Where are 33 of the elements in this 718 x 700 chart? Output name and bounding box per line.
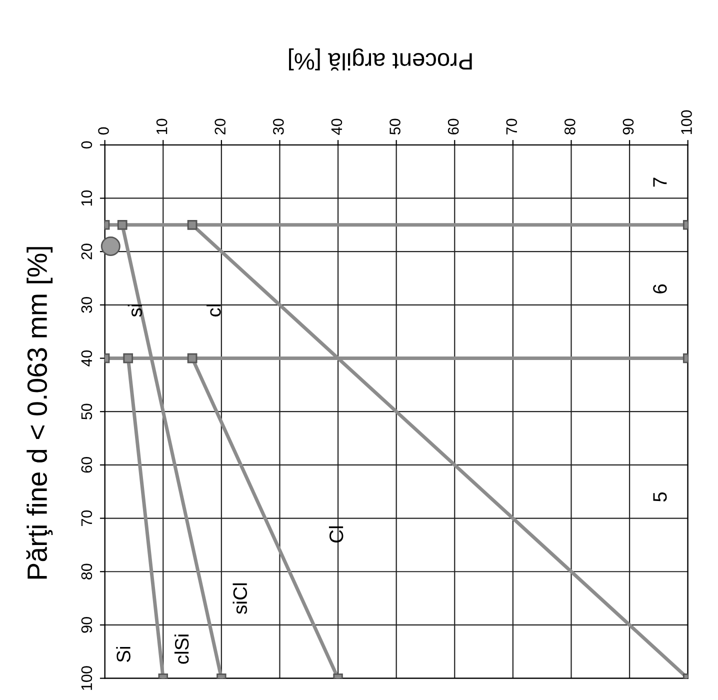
y-tick-label: 100: [81, 666, 92, 690]
annotation: Si: [116, 646, 130, 662]
annotation: 5: [653, 492, 667, 502]
x-axis-title: Procent argilă [%]: [289, 48, 472, 71]
x-tick-label: 60: [448, 118, 459, 134]
y-tick-label: 0: [81, 141, 92, 149]
x-tick-label: 100: [681, 110, 692, 134]
x-tick-label: 70: [506, 118, 518, 134]
annotation: Cl: [328, 526, 344, 542]
x-tick-label: 80: [564, 118, 576, 135]
y-tick-label: 40: [81, 350, 92, 366]
x-tick-label: 40: [331, 118, 342, 135]
annotation: cl: [206, 304, 221, 316]
y-tick-label: 10: [81, 190, 92, 206]
y-tick-label: 80: [81, 564, 92, 580]
x-tick-label: 20: [214, 118, 226, 134]
annotation: 7: [653, 178, 667, 187]
y-tick-label: 50: [81, 404, 92, 420]
x-tick-label: 0: [98, 127, 109, 135]
y-tick-label: 90: [81, 617, 92, 633]
y-tick-label: 30: [81, 297, 92, 313]
x-tick-label: 10: [156, 118, 168, 134]
y-axis-title: Părţi fine d < 0.063 mm [%]: [26, 247, 53, 579]
y-tick-label: 20: [81, 244, 92, 260]
x-tick-label: 90: [622, 118, 634, 134]
annotation: siCl: [232, 583, 248, 614]
annotation: 6: [653, 284, 667, 294]
y-tick-label: 70: [81, 510, 92, 526]
y-tick-label: 60: [81, 457, 92, 473]
annotation: clSi: [174, 634, 189, 664]
x-tick-label: 50: [390, 118, 400, 135]
x-tick-label: 30: [273, 118, 284, 135]
annotation: si: [128, 304, 142, 317]
